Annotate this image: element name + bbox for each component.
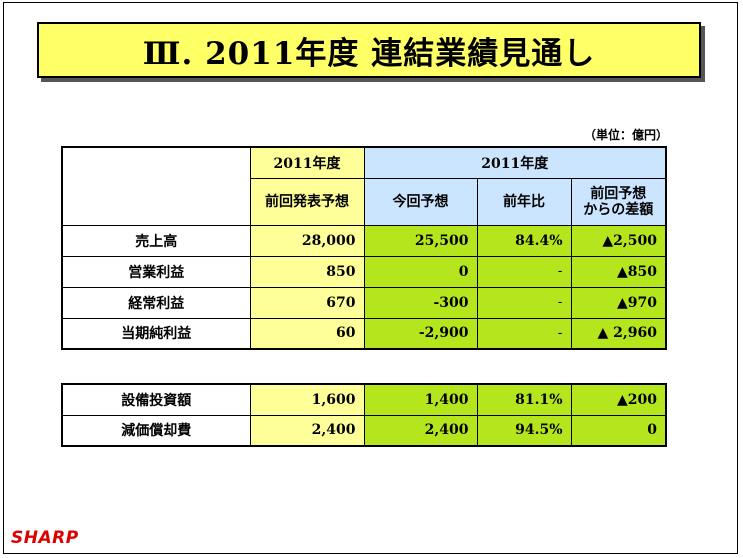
cell-diff: ▲970 [570,286,667,319]
forecast-table: 2011年度 2011年度 前回発表予想 今回予想 前年比 前回予想 からの差額… [61,146,667,350]
sharp-logo: SHARP [11,528,79,548]
cell-yoy: 84.4% [476,224,572,257]
table-row: 営業利益 850 0 - ▲850 [61,255,667,288]
cell-current: 0 [363,255,478,288]
cell-diff: ▲ 2,960 [570,317,667,350]
header-diff-line2: からの差額 [583,201,654,218]
cell-current: -2,900 [363,317,478,350]
cell-yoy: - [476,255,572,288]
cell-prev: 60 [249,317,365,350]
row-label: 当期純利益 [61,317,251,350]
cell-yoy: 94.5% [476,414,572,447]
slide-title: Ⅲ. 2011年度 連結業績見通し [142,35,596,72]
header-yoy: 前年比 [476,177,572,226]
cell-prev: 670 [249,286,365,319]
row-label: 減価償却費 [61,414,251,447]
header-fy2011-prev: 2011年度 [249,146,365,179]
cell-yoy: 81.1% [476,383,572,416]
cell-prev: 1,600 [249,383,365,416]
cell-current: 25,500 [363,224,478,257]
row-label: 売上高 [61,224,251,257]
header-current-forecast: 今回予想 [363,177,478,226]
row-label: 設備投資額 [61,383,251,416]
cell-current: -300 [363,286,478,319]
table-row: 売上高 28,000 25,500 84.4% ▲2,500 [61,224,667,257]
header-blank-cell [61,146,251,226]
table-row: 経常利益 670 -300 - ▲970 [61,286,667,319]
row-label: 営業利益 [61,255,251,288]
cell-prev: 850 [249,255,365,288]
table-row: 減価償却費 2,400 2,400 94.5% 0 [61,414,667,447]
header-diff-line1: 前回予想 [590,185,647,202]
table-row: 当期純利益 60 -2,900 - ▲ 2,960 [61,317,667,350]
cell-prev: 28,000 [249,224,365,257]
header-fy2011-current: 2011年度 [363,146,667,179]
cell-yoy: - [476,286,572,319]
cell-prev: 2,400 [249,414,365,447]
cell-diff: ▲850 [570,255,667,288]
header-prev-forecast: 前回発表予想 [249,177,365,226]
capex-table: 設備投資額 1,600 1,400 81.1% ▲200 減価償却費 2,400… [61,383,667,447]
table-row: 設備投資額 1,600 1,400 81.1% ▲200 [61,383,667,416]
unit-note: （単位：億円） [583,128,668,142]
cell-yoy: - [476,317,572,350]
cell-diff: ▲200 [570,383,667,416]
title-box: Ⅲ. 2011年度 連結業績見通し [37,22,701,78]
header-diff: 前回予想 からの差額 [570,177,667,226]
row-label: 経常利益 [61,286,251,319]
cell-diff: ▲2,500 [570,224,667,257]
cell-current: 1,400 [363,383,478,416]
cell-diff: 0 [570,414,667,447]
cell-current: 2,400 [363,414,478,447]
